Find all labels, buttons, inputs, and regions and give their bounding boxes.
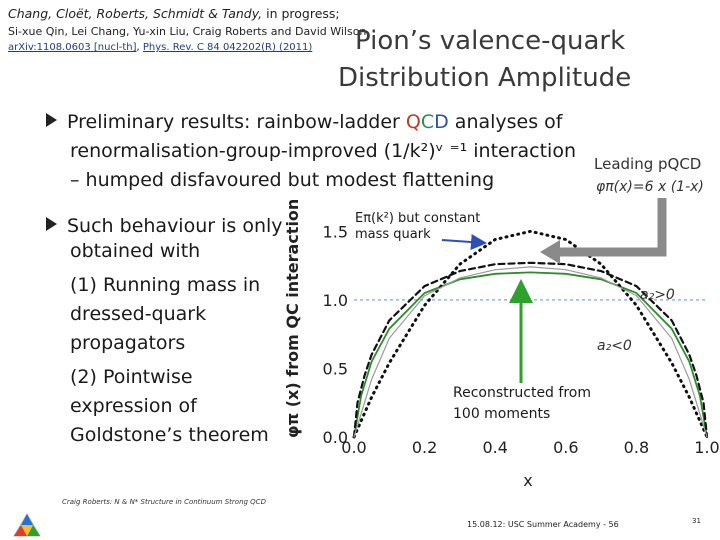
- y-tick-label: 1.0: [323, 291, 348, 310]
- footer-date: 15.08.12: USC Summer Academy - 56: [467, 520, 619, 529]
- bullet-2-line5: propagators: [70, 332, 186, 354]
- bullet-arrow-icon: [46, 217, 57, 231]
- x-axis-label: x: [523, 471, 532, 490]
- bullet-2-line6: (2) Pointwise: [70, 366, 193, 388]
- series-dotted-1: [352, 229, 709, 439]
- ek-arrow: [441, 234, 487, 251]
- x-tick-label: 0.2: [412, 438, 437, 457]
- leading-pqcd-label: Leading pQCD: [594, 155, 702, 173]
- x-tick-label: 1.0: [694, 438, 719, 457]
- prc-link[interactable]: Phys. Rev. C 84 042202(R) (2011): [142, 42, 313, 53]
- leading-pqcd-arrow: [556, 198, 667, 257]
- institution-logo-icon: [13, 513, 41, 537]
- bullet-1-line3: – humped disfavoured but modest flatteni…: [70, 169, 495, 191]
- ek-annotation: Eπ(k²) but constant mass quark: [355, 211, 481, 242]
- authors-line-2: Si-xue Qin, Lei Chang, Yu-xin Liu, Craig…: [8, 25, 370, 38]
- a2-positive-label: a₂>0: [640, 287, 675, 303]
- x-tick-label: 0.8: [624, 438, 649, 457]
- y-tick-label: 0.5: [323, 359, 348, 378]
- authors-line: Chang, Cloët, Roberts, Schmidt & Tandy, …: [8, 6, 340, 21]
- y-tick-label: 1.5: [323, 222, 348, 241]
- bullet-2-line7: expression of: [70, 395, 197, 417]
- series-dashed-2: [352, 261, 709, 439]
- series-solid-0: [353, 271, 708, 438]
- bullet-2-line3: (1) Running mass in: [70, 274, 261, 296]
- bullet-1-line2: renormalisation-group-improved (1/k²)ᵛ ⁼…: [70, 140, 577, 162]
- references: arXiv:1108.0603 [nucl-th], Phys. Rev. C …: [8, 42, 313, 53]
- y-tick-label: 0.0: [323, 428, 348, 447]
- bullet-2-line4: dressed-quark: [70, 303, 207, 325]
- bullet-1: Preliminary results: rainbow-ladder QCD …: [46, 108, 563, 137]
- reconstructed-annotation: Reconstructed from 100 moments: [453, 385, 591, 422]
- x-tick-label: 0.6: [553, 438, 578, 457]
- slide-title-line2: Distribution Amplitude: [338, 63, 632, 93]
- a2-negative-label: a₂<0: [597, 338, 632, 354]
- bullet-2-line2: obtained with: [70, 240, 201, 262]
- x-tick-label: 0.4: [482, 438, 507, 457]
- x-tick-label: 0.0: [341, 438, 366, 457]
- series-solid-thin-3: [353, 266, 708, 438]
- arxiv-link[interactable]: arXiv:1108.0603 [nucl-th]: [8, 42, 137, 53]
- footer-text: Craig Roberts: N & N* Structure in Conti…: [62, 498, 266, 506]
- y-axis-label: φπ (x) from QC interaction: [283, 198, 302, 438]
- bullet-2: Such behaviour is only: [46, 212, 283, 241]
- page-number: 31: [692, 517, 701, 525]
- leading-pqcd-arrow-head: [540, 240, 560, 264]
- bullet-arrow-icon: [46, 113, 57, 127]
- leading-pqcd-formula: φπ(x)=6 x (1-x): [596, 179, 704, 195]
- slide-title-line1: Pion’s valence-quark: [355, 26, 626, 56]
- bullet-2-line8: Goldstone’s theorem: [70, 424, 269, 446]
